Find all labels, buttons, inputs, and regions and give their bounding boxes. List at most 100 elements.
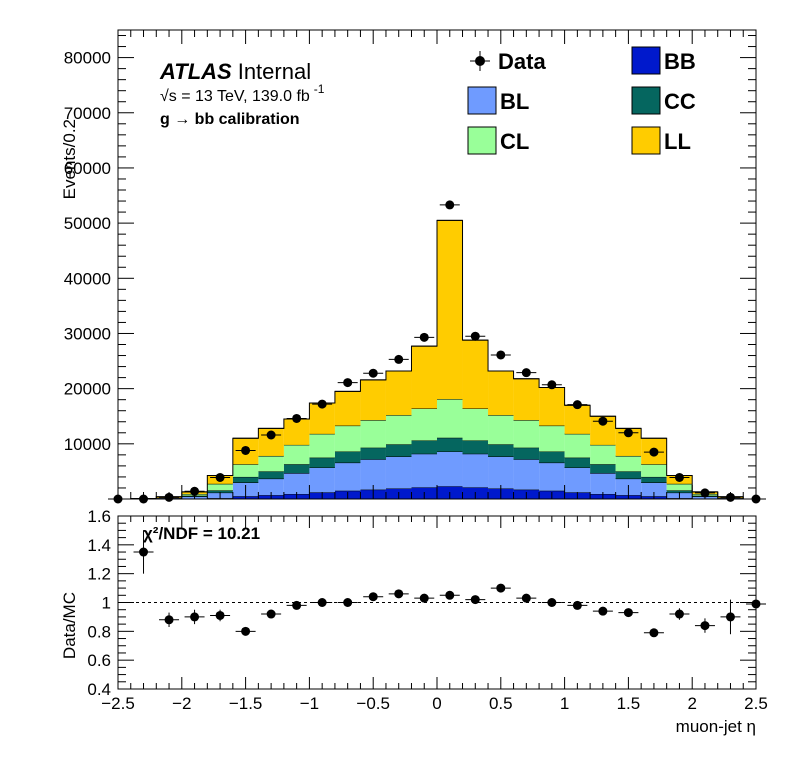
ratio-point-11 xyxy=(419,593,429,603)
bar-cl-21 xyxy=(666,483,693,491)
bar-ll-10 xyxy=(385,370,412,416)
lower-ytick-label-5: 1.4 xyxy=(87,536,111,555)
bar-bl-17 xyxy=(564,467,591,493)
ratio-point-2 xyxy=(190,612,200,622)
upper-ytick-label-2: 30000 xyxy=(64,324,111,343)
bar-cl-5 xyxy=(258,455,284,472)
bar-bl-10 xyxy=(385,456,412,489)
chi2-annotation: χ²/NDF = 10.21 xyxy=(143,524,260,543)
bar-cc-16 xyxy=(539,451,565,463)
upper-ytick-label-1: 20000 xyxy=(64,380,111,399)
ratio-point-3 xyxy=(215,610,225,620)
ratio-point-7 xyxy=(317,598,327,607)
bar-ll-14 xyxy=(488,370,514,416)
legend-swatch-ll xyxy=(631,126,661,155)
bar-ll-8 xyxy=(334,391,361,426)
bar-cc-6 xyxy=(283,464,310,474)
legend-swatch-bb xyxy=(631,46,661,75)
bar-bl-9 xyxy=(360,459,386,490)
lower-ytick-label-4: 1.2 xyxy=(87,565,111,584)
bar-cl-18 xyxy=(590,444,616,465)
upper-ytick-label-6: 70000 xyxy=(64,104,111,123)
data-point-11 xyxy=(394,354,404,364)
data-point-21 xyxy=(649,447,659,457)
lower-y-axis-title: Data/MC xyxy=(60,592,79,659)
ratio-point-14 xyxy=(496,583,506,593)
bar-ll-16 xyxy=(539,387,565,426)
lower-ytick-label-3: 1 xyxy=(102,594,111,613)
ratio-points xyxy=(133,530,766,640)
bar-cc-18 xyxy=(590,464,616,474)
xtick-label-0: −2.5 xyxy=(101,694,135,713)
bar-bl-13 xyxy=(462,453,489,488)
data-point-4 xyxy=(215,472,225,482)
xtick-label-1: −2 xyxy=(172,694,191,713)
lower-axis-ticks xyxy=(117,515,757,689)
bar-cl-4 xyxy=(232,464,259,477)
bar-cc-4 xyxy=(232,476,259,483)
bar-cc-10 xyxy=(385,444,412,457)
xtick-label-2: −1.5 xyxy=(229,694,263,713)
bar-bl-15 xyxy=(513,459,540,490)
xtick-label-5: 0 xyxy=(432,694,441,713)
data-point-10 xyxy=(368,368,378,378)
bar-bl-7 xyxy=(309,467,335,493)
bar-cl-3 xyxy=(207,483,233,491)
x-tick-labels: −2.5 −2 −1.5 −1 −0.5 0 0.5 1 1.5 2 2.5 xyxy=(101,694,768,713)
svg-text:√s = 13 TeV, 139.0 fb-1: √s = 13 TeV, 139.0 fb -1 xyxy=(160,82,325,105)
legend-swatch-bl xyxy=(467,86,497,115)
bar-bl-14 xyxy=(488,456,514,489)
ratio-point-19 xyxy=(623,608,633,618)
data-point-9 xyxy=(343,378,353,388)
data-point-16 xyxy=(521,368,531,378)
lower-ytick-label-1: 0.6 xyxy=(87,651,111,670)
lower-ytick-label-6: 1.6 xyxy=(87,507,111,526)
bar-cl-6 xyxy=(283,444,310,465)
data-point-13 xyxy=(445,200,455,210)
ratio-point-4 xyxy=(241,626,251,636)
xtick-label-10: 2.5 xyxy=(744,694,768,713)
bar-bl-18 xyxy=(590,473,616,495)
legend-label-bb: BB xyxy=(664,49,696,74)
upper-y-axis-title: Events/0.2 xyxy=(60,119,79,199)
bar-bl-8 xyxy=(334,462,361,491)
ratio-point-16 xyxy=(547,598,557,607)
lower-ytick-label-0: 0.4 xyxy=(87,680,111,699)
xtick-label-9: 2 xyxy=(687,694,696,713)
lower-y-tick-labels: 0.4 0.6 0.8 1 1.2 1.4 1.6 xyxy=(87,507,111,699)
bar-cc-9 xyxy=(360,447,386,460)
ratio-point-15 xyxy=(521,593,531,603)
bar-cl-19 xyxy=(615,455,642,472)
bar-ll-12 xyxy=(437,220,463,400)
bar-cc-19 xyxy=(615,471,642,479)
legend-label-data: Data xyxy=(498,49,546,74)
bar-ll-6 xyxy=(283,418,310,445)
upper-ytick-label-3: 40000 xyxy=(64,269,111,288)
legend-swatch-cc xyxy=(631,86,661,115)
bar-cl-7 xyxy=(309,433,335,458)
bar-cl-10 xyxy=(385,415,412,445)
xtick-label-7: 1 xyxy=(560,694,569,713)
data-point-12 xyxy=(419,332,429,342)
legend-label-cl: CL xyxy=(500,129,529,154)
ratio-point-20 xyxy=(649,628,659,638)
ratio-point-1 xyxy=(164,615,174,625)
bar-cl-12 xyxy=(437,399,463,438)
bar-ll-11 xyxy=(411,346,437,409)
bar-bl-5 xyxy=(258,478,284,496)
ratio-point-13 xyxy=(470,595,480,605)
bar-cl-13 xyxy=(462,408,489,441)
legend-label-bl: BL xyxy=(500,89,529,114)
bar-cc-20 xyxy=(641,476,667,483)
ratio-point-8 xyxy=(343,598,353,607)
upper-ytick-label-4: 50000 xyxy=(64,214,111,233)
bar-ll-13 xyxy=(462,340,489,409)
ratio-point-18 xyxy=(598,606,608,616)
bar-cc-13 xyxy=(462,440,489,454)
bar-bl-11 xyxy=(411,453,437,488)
bar-cl-17 xyxy=(564,433,591,458)
data-point-3 xyxy=(190,486,200,496)
upper-ytick-label-0: 10000 xyxy=(64,435,111,454)
